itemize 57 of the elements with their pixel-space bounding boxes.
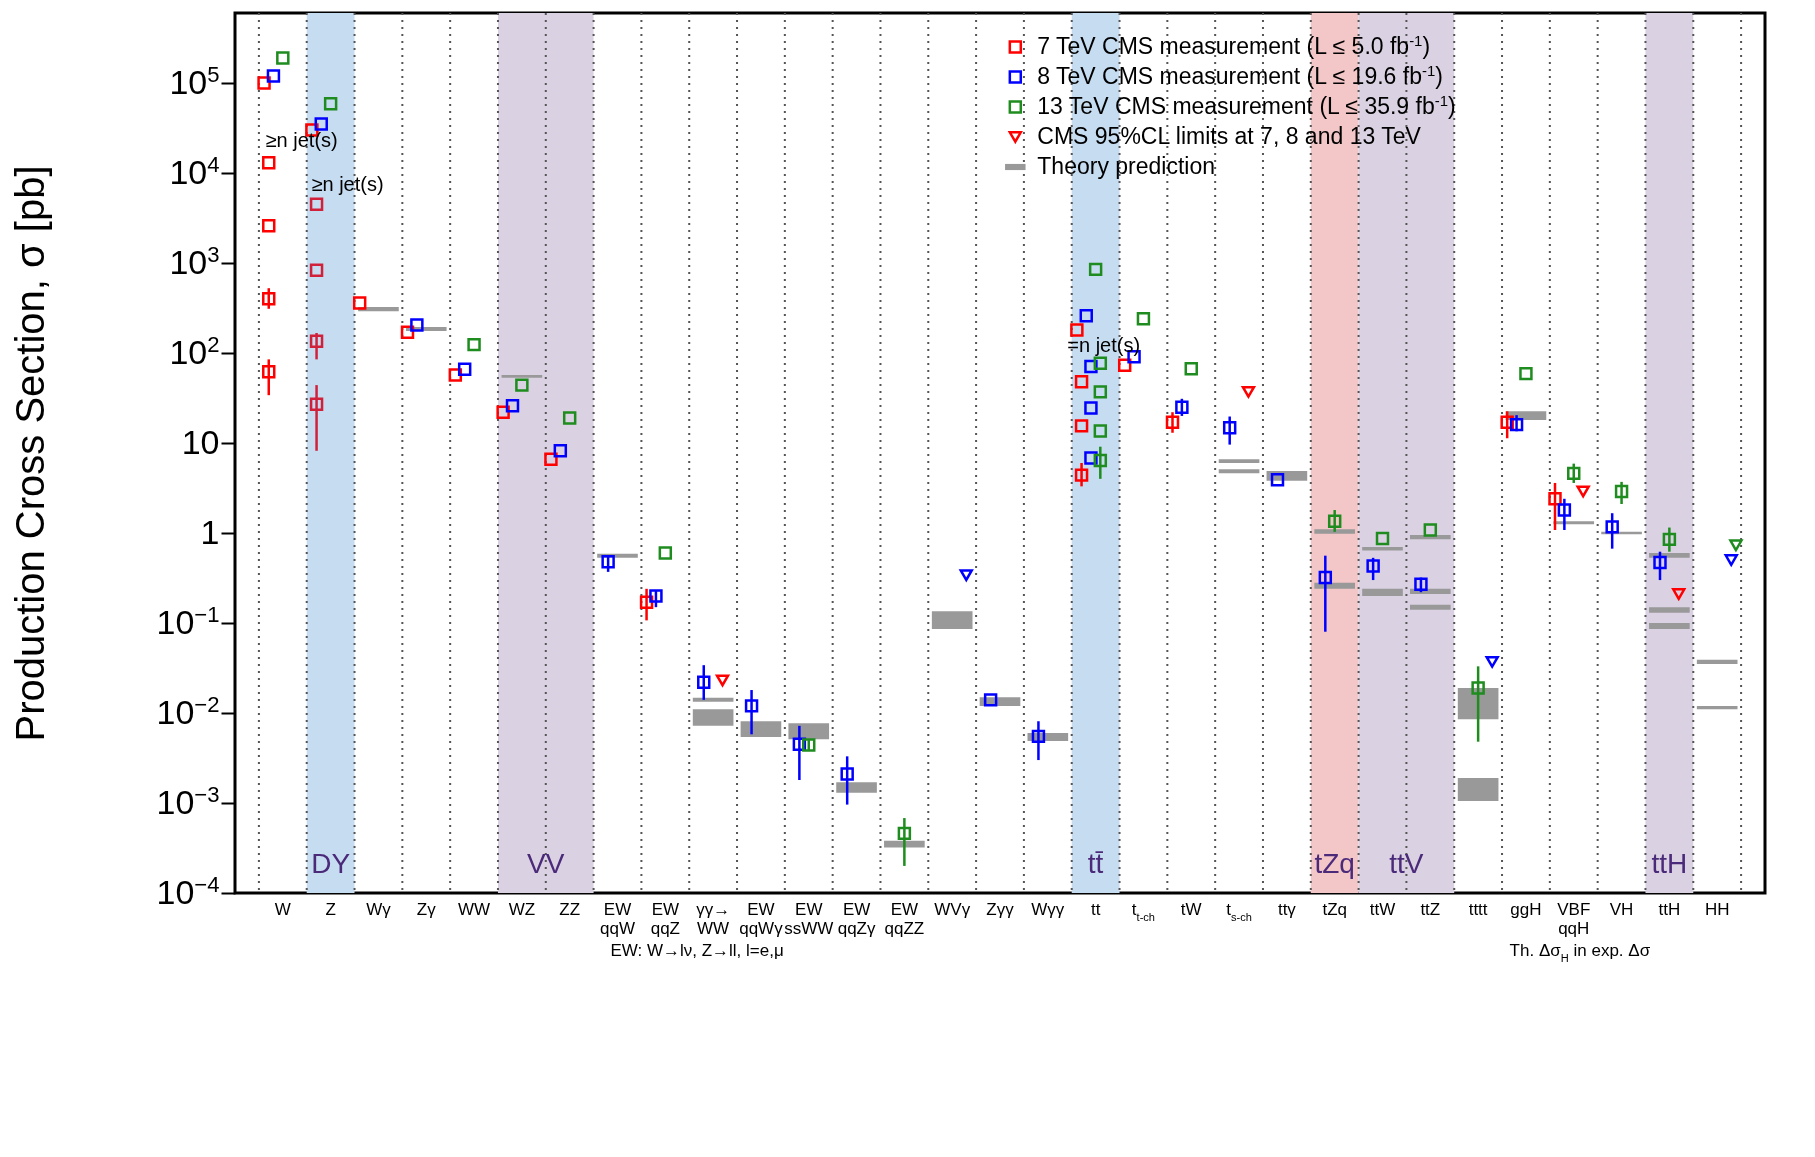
band-label: VV <box>527 848 565 879</box>
legend-label: 8 TeV CMS measurement (L ≤ 19.6 fb$^{-1}$) <box>1037 61 1443 89</box>
x-tick-label: tt <box>1090 899 1101 919</box>
y-tick-label: 10$^{−4}$ <box>156 871 220 911</box>
x-tick-label: t$_{t-ch}$ <box>1131 899 1156 923</box>
x-tick-label: Wγγ <box>1031 899 1065 919</box>
x-tick-label: ttγ <box>1277 899 1297 919</box>
y-tick-label: 10$^{2}$ <box>169 331 220 371</box>
x-tick-label: γγ→ WW <box>696 899 731 938</box>
legend-label: 13 TeV CMS measurement (L ≤ 35.9 fb$^{-1}$) <box>1037 91 1456 119</box>
x-tick-label: ZZ <box>559 899 581 919</box>
x-tick-label: WW <box>458 899 491 919</box>
y-tick-label: 10$^{−3}$ <box>156 781 220 821</box>
x-tick-label: tZq <box>1322 899 1347 919</box>
band-label: DY <box>311 848 351 879</box>
annotation: =n jet(s) <box>1067 333 1141 356</box>
text: Th. Δσ$_{H}$ in exp. Δσ <box>1509 941 1651 964</box>
x-tick-label: Z <box>325 899 336 919</box>
text: EW: W→lν, Z→ll, l=e,μ <box>610 941 784 960</box>
band-label: ttH <box>1651 848 1688 879</box>
legend-label: 7 TeV CMS measurement (L ≤ 5.0 fb$^{-1}$) <box>1037 31 1431 59</box>
x-tick-label: Zγ <box>416 899 437 919</box>
x-tick-label: EW qqWγ <box>739 899 784 938</box>
x-tick-label: EW qqZ <box>650 899 680 938</box>
x-tick-label: WVγ <box>934 899 971 919</box>
x-tick-label: WZ <box>508 899 536 919</box>
x-tick-label: EW qqZZ <box>884 899 925 938</box>
annotation: ≥n jet(s) <box>265 129 338 152</box>
x-tick-label: EW qqZγ <box>837 899 876 938</box>
x-tick-label: Wγ <box>366 899 392 919</box>
legend-label: Theory prediction <box>1037 153 1215 179</box>
x-tick-label: tttt <box>1468 899 1488 919</box>
x-tick-label: tW <box>1180 899 1202 919</box>
x-tick-label: EW ssWW <box>784 899 834 938</box>
band-label: ttV <box>1389 848 1424 879</box>
y-axis-title: Production Cross Section, σ [pb] <box>8 165 53 742</box>
x-tick-label: VH <box>1609 899 1634 919</box>
x-tick-label: W <box>274 899 291 919</box>
x-tick-label: ggH <box>1510 899 1542 919</box>
x-tick-label: Zγγ <box>986 899 1015 919</box>
x-tick-label: ttH <box>1658 899 1681 919</box>
y-tick-label: 10$^{4}$ <box>169 151 220 191</box>
y-tick-label: 10$^{−2}$ <box>156 691 220 731</box>
x-tick-label: EW qqW <box>600 899 635 938</box>
annotation: ≥n jet(s) <box>311 172 384 195</box>
x-tick-label: ttW <box>1369 899 1396 919</box>
y-tick-label: 10 <box>181 422 220 461</box>
x-tick-label: t$_{s-ch}$ <box>1226 899 1252 923</box>
y-tick-label: 10$^{3}$ <box>169 241 220 281</box>
band-label: tt̄ <box>1087 848 1104 879</box>
y-tick-label: 1 <box>200 512 220 551</box>
y-tick-label: 10$^{5}$ <box>169 61 220 101</box>
x-tick-label: HH <box>1704 899 1730 919</box>
y-tick-label: 10$^{−1}$ <box>156 601 220 641</box>
legend-label: CMS 95%CL limits at 7, 8 and 13 TeV <box>1037 123 1422 149</box>
band-label: tZq <box>1314 848 1355 879</box>
x-tick-label: ttZ <box>1420 899 1441 919</box>
